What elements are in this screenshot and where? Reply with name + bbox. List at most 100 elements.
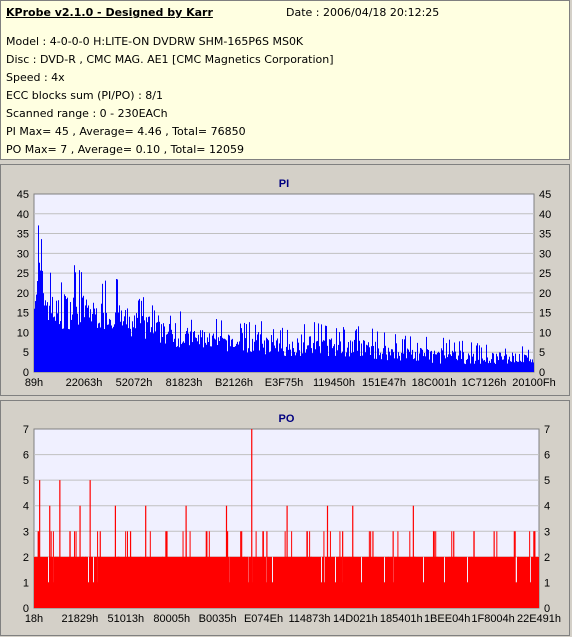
pi-bar bbox=[79, 270, 80, 372]
pi-bar bbox=[83, 295, 84, 372]
po-bar bbox=[362, 556, 363, 608]
po-bar bbox=[405, 556, 406, 608]
po-bar bbox=[273, 556, 274, 608]
pi-bar bbox=[340, 341, 341, 372]
po-bar bbox=[296, 556, 297, 608]
pi-bar bbox=[408, 349, 409, 372]
po-bar bbox=[417, 556, 418, 608]
pi-bar bbox=[494, 362, 495, 372]
po-bar bbox=[136, 556, 137, 608]
po-spike-minor bbox=[38, 556, 40, 608]
pi-bar bbox=[343, 327, 344, 372]
po-spike bbox=[241, 531, 243, 608]
pi-bar bbox=[368, 342, 369, 372]
po-spike-minor bbox=[100, 556, 102, 608]
pi-bar bbox=[280, 330, 281, 372]
po-bar bbox=[334, 556, 335, 608]
pi-bar bbox=[506, 354, 507, 372]
po-spike bbox=[129, 531, 132, 608]
po-bar bbox=[344, 556, 345, 608]
pi-bar bbox=[298, 342, 299, 372]
po-bar bbox=[184, 556, 185, 608]
po-bar bbox=[149, 556, 150, 608]
pi-bar bbox=[199, 344, 200, 372]
pi-bar bbox=[135, 328, 136, 372]
pi-bar bbox=[93, 302, 94, 372]
pi-bar bbox=[518, 361, 519, 372]
po-bar bbox=[230, 556, 231, 608]
pi-bar bbox=[106, 312, 107, 372]
pi-bar bbox=[163, 323, 164, 372]
pi-bar bbox=[341, 353, 342, 372]
po-chart: PO 0 0 1 1 2 2 3 3 4 4 5 5 6 6 7 7 18h 21829h 51013h 80005h B… bbox=[23, 413, 561, 625]
po-bar bbox=[214, 556, 215, 608]
po-bar bbox=[503, 556, 504, 608]
po-bar bbox=[324, 582, 325, 608]
po-bar bbox=[538, 556, 539, 608]
po-spike-minor bbox=[323, 531, 325, 608]
pi-bar bbox=[312, 353, 313, 372]
pi-bar bbox=[77, 313, 78, 372]
po-bar bbox=[521, 556, 522, 608]
po-bar bbox=[516, 582, 517, 608]
pi-bar bbox=[290, 349, 291, 372]
po-bar bbox=[108, 556, 109, 608]
y-tick-left: 45 bbox=[17, 189, 29, 201]
pi-bar bbox=[443, 337, 444, 372]
x-tick-label: E074Eh bbox=[244, 613, 283, 625]
pi-bar bbox=[278, 351, 279, 372]
po-bar bbox=[61, 556, 62, 608]
po-bar bbox=[133, 556, 134, 608]
pi-bar bbox=[530, 359, 531, 372]
po-bar bbox=[211, 556, 212, 608]
pi-bars bbox=[34, 225, 534, 372]
pi-bar bbox=[147, 322, 148, 372]
x-tick-label: 22063h bbox=[66, 377, 103, 389]
po-bar bbox=[295, 556, 296, 608]
pi-bar bbox=[426, 336, 427, 372]
po-spike-minor bbox=[517, 556, 519, 608]
po-bar bbox=[67, 556, 68, 608]
pi-bar bbox=[221, 320, 222, 372]
po-bar bbox=[202, 556, 203, 608]
pi-bar bbox=[433, 353, 434, 372]
pi-bar bbox=[43, 293, 44, 372]
pi-bar bbox=[456, 358, 457, 372]
pi-bar bbox=[419, 353, 420, 372]
pi-bar bbox=[34, 308, 35, 372]
po-bar bbox=[432, 556, 433, 608]
pi-bar bbox=[375, 341, 376, 372]
pi-bar bbox=[114, 324, 115, 372]
pi-bar bbox=[195, 337, 196, 372]
pi-bar bbox=[279, 343, 280, 372]
po-spike bbox=[205, 531, 207, 608]
po-bar bbox=[528, 556, 529, 608]
po-bar bbox=[187, 556, 188, 608]
pi-bar bbox=[447, 357, 448, 372]
speed-line: Speed : 4x bbox=[6, 71, 65, 84]
pi-bar bbox=[194, 330, 195, 372]
po-bar bbox=[487, 556, 488, 608]
po-bar bbox=[48, 582, 49, 608]
po-bar bbox=[498, 556, 499, 608]
pi-bar bbox=[165, 343, 166, 372]
po-bar bbox=[208, 556, 209, 608]
pi-bar bbox=[209, 333, 210, 372]
pi-bar bbox=[269, 352, 270, 372]
pi-bar bbox=[130, 328, 131, 372]
po-bar bbox=[196, 556, 197, 608]
pi-bar bbox=[118, 312, 119, 372]
pi-bar bbox=[519, 353, 520, 372]
pi-bar bbox=[357, 350, 358, 372]
po-bar bbox=[531, 556, 532, 608]
po-bar bbox=[379, 556, 380, 608]
pi-bar bbox=[196, 338, 197, 372]
po-spike-minor bbox=[263, 556, 265, 608]
po-spike bbox=[266, 531, 268, 608]
po-spike-minor bbox=[436, 556, 438, 608]
pi-bar bbox=[450, 354, 451, 372]
pi-bar bbox=[254, 341, 255, 372]
po-bar bbox=[193, 556, 194, 608]
pi-bar bbox=[299, 350, 300, 372]
pi-bar bbox=[377, 331, 378, 372]
